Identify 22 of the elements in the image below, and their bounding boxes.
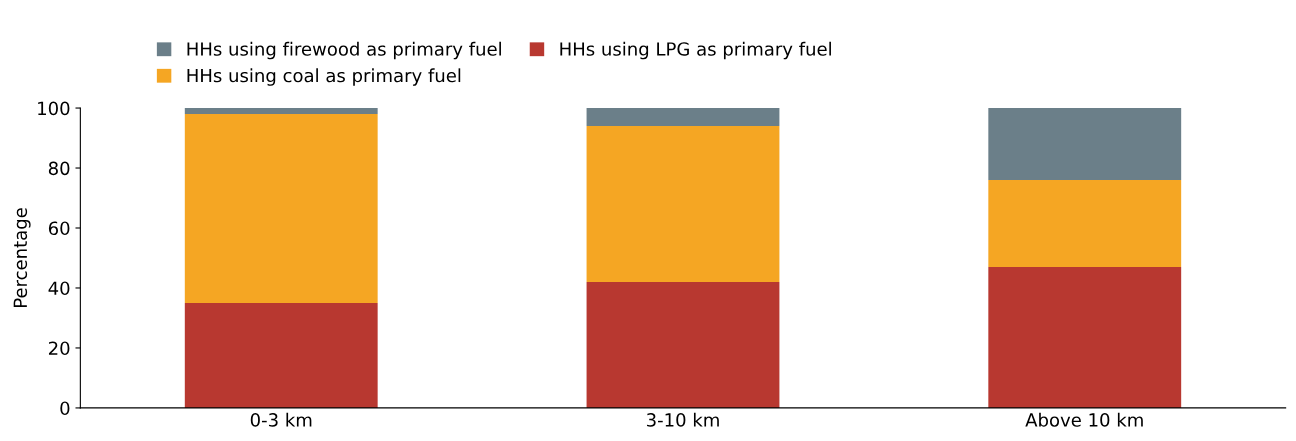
legend-label: HHs using firewood as primary fuel [187, 41, 501, 60]
bar [184, 108, 378, 115]
bar [586, 281, 780, 408]
bar [988, 108, 1182, 181]
x-tick-label: 3-10 km [646, 412, 719, 427]
y-tick-label: 80 [48, 161, 70, 176]
bar [988, 180, 1182, 267]
bar [586, 108, 780, 127]
bar [184, 302, 378, 408]
y-tick-label: 60 [48, 221, 70, 236]
legend-label: HHs using coal as primary fuel [187, 68, 461, 86]
y-tick-label: 100 [38, 101, 70, 116]
x-tick-label: 0-3 km [250, 412, 312, 427]
legend-label: HHs using LPG as primary fuel [560, 41, 831, 60]
y-tick-label: 40 [48, 281, 70, 296]
bar [988, 266, 1182, 408]
y-tick-label: 20 [48, 341, 70, 356]
y-tick-label: 0 [60, 401, 70, 416]
x-tick-label: Above 10 km [1025, 412, 1143, 427]
y-axis-title: Percentage [13, 208, 31, 307]
bar [586, 126, 780, 282]
bar [184, 114, 378, 303]
